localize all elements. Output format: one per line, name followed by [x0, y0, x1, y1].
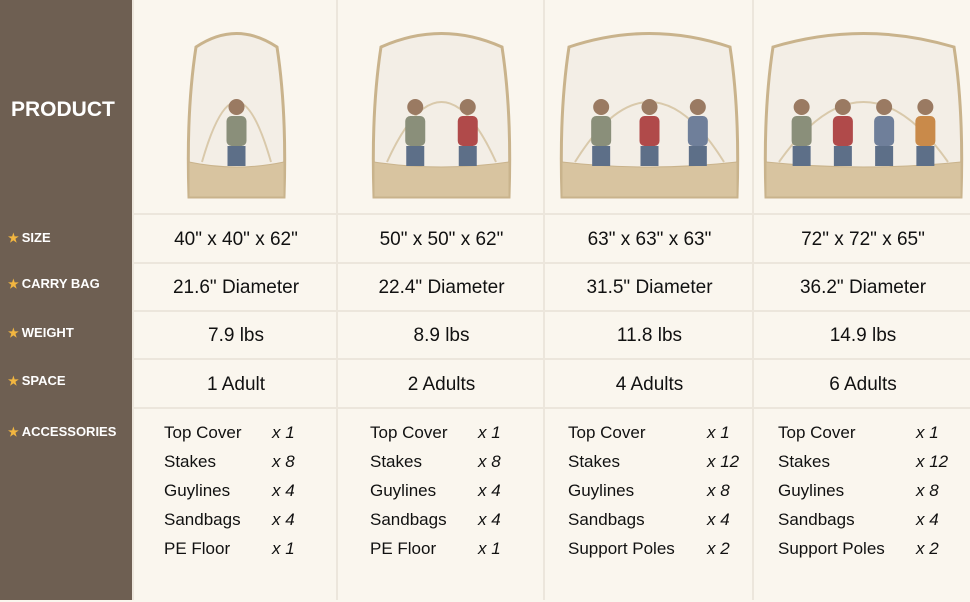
accessory-quantity: x 12 [707, 452, 740, 471]
row-label-text: ACCESSORIES [21, 424, 117, 439]
accessory-name: Support Poles [568, 539, 675, 558]
star-icon: ★ [8, 230, 19, 245]
accessory-quantity: x 1 [272, 423, 295, 442]
accessory-name: Guylines [568, 481, 635, 500]
tent-image [186, 31, 286, 198]
product-image [754, 0, 970, 213]
size-cell: 72" x 72" x 65" [754, 213, 970, 264]
weight-cell: 8.9 lbs [338, 310, 545, 360]
carry-bag-cell: 22.4" Diameter [338, 262, 545, 312]
weight-cell: 11.8 lbs [545, 310, 754, 360]
tent-image [559, 31, 740, 198]
product-column-4: 72" x 72" x 65" 36.2" Diameter 14.9 lbs 6 A… [752, 0, 970, 600]
weight-cell: 14.9 lbs [754, 310, 970, 360]
accessory-name: Sandbags [370, 510, 447, 529]
carry-bag-cell: 21.6" Diameter [134, 262, 338, 312]
accessory-name: Sandbags [778, 510, 855, 529]
space-cell: 4 Adults [545, 358, 754, 409]
product-column-1: 40" x 40" x 62" 21.6" Diameter 7.9 lbs 1 Ad… [132, 0, 338, 600]
size-cell: 40" x 40" x 62" [134, 213, 338, 264]
accessory-name: Top Cover [164, 423, 242, 442]
accessories-cell [754, 407, 970, 602]
accessory-name: Top Cover [568, 423, 646, 442]
accessory-name: Stakes [778, 452, 830, 471]
product-column-2: 50" x 50" x 62" 22.4" Diameter 8.9 lbs 2 Ad… [336, 0, 545, 600]
accessory-quantity: x 1 [707, 423, 730, 442]
accessory-quantity: x 8 [916, 481, 939, 500]
accessory-name: PE Floor [164, 539, 231, 558]
row-label-size: ★ SIZE [8, 230, 51, 245]
accessory-quantity: x 4 [707, 510, 730, 529]
product-column-3: 63" x 63" x 63" 31.5" Diameter 11.8 lbs 4 A… [543, 0, 754, 600]
star-icon: ★ [8, 325, 19, 340]
row-label-text: SIZE [21, 230, 51, 245]
product-image [545, 0, 754, 213]
accessory-quantity: x 8 [478, 452, 501, 471]
star-icon: ★ [8, 276, 19, 291]
row-label-weight: ★ WEIGHT [8, 325, 74, 340]
row-label-text: WEIGHT [21, 325, 74, 340]
star-icon: ★ [8, 424, 19, 439]
accessory-name: Stakes [164, 452, 216, 471]
accessory-quantity: x 1 [916, 423, 939, 442]
space-cell: 6 Adults [754, 358, 970, 409]
accessory-quantity: x 2 [707, 539, 730, 558]
accessory-name: Sandbags [164, 510, 241, 529]
accessory-name: Stakes [370, 452, 422, 471]
row-label-accessories: ★ ACCESSORIES [8, 424, 116, 439]
row-label-space: ★ SPACE [8, 373, 66, 388]
space-cell: 2 Adults [338, 358, 545, 409]
accessory-quantity: x 1 [478, 423, 501, 442]
accessory-name: Guylines [370, 481, 437, 500]
accessory-name: Support Poles [778, 539, 885, 558]
row-label-text: SPACE [21, 373, 66, 388]
carry-bag-cell: 31.5" Diameter [545, 262, 754, 312]
accessories-cell [134, 407, 338, 602]
accessory-name: Sandbags [568, 510, 645, 529]
accessory-quantity: x 8 [272, 452, 295, 471]
accessory-quantity: x 1 [478, 539, 501, 558]
tent-image [763, 31, 963, 198]
size-cell: 63" x 63" x 63" [545, 213, 754, 264]
weight-cell: 7.9 lbs [134, 310, 338, 360]
accessories-cell [338, 407, 545, 602]
space-cell: 1 Adult [134, 358, 338, 409]
accessory-quantity: x 8 [707, 481, 730, 500]
accessory-quantity: x 4 [272, 481, 295, 500]
accessory-quantity: x 12 [916, 452, 949, 471]
accessory-quantity: x 2 [916, 539, 939, 558]
product-image [134, 0, 338, 213]
accessory-name: Guylines [778, 481, 845, 500]
accessory-name: Top Cover [370, 423, 448, 442]
product-image [338, 0, 545, 213]
accessory-name: Guylines [164, 481, 231, 500]
tent-image [371, 31, 512, 198]
size-cell: 50" x 50" x 62" [338, 213, 545, 264]
accessory-quantity: x 4 [478, 481, 501, 500]
accessory-quantity: x 4 [272, 510, 295, 529]
accessory-quantity: x 4 [478, 510, 501, 529]
accessory-quantity: x 4 [916, 510, 939, 529]
product-heading: PRODUCT [11, 98, 115, 121]
accessory-quantity: x 1 [272, 539, 295, 558]
accessory-name: PE Floor [370, 539, 437, 558]
accessory-name: Stakes [568, 452, 620, 471]
row-label-carry-bag: ★ CARRY BAG [8, 276, 100, 291]
sidebar: PRODUCT ★ SIZE ★ CARRY BAG ★ WEIGHT ★ SPACE ★ ACC… [0, 0, 134, 600]
star-icon: ★ [8, 373, 19, 388]
accessories-cell [545, 407, 754, 602]
accessory-name: Top Cover [778, 423, 856, 442]
row-label-text: CARRY BAG [21, 276, 100, 291]
carry-bag-cell: 36.2" Diameter [754, 262, 970, 312]
